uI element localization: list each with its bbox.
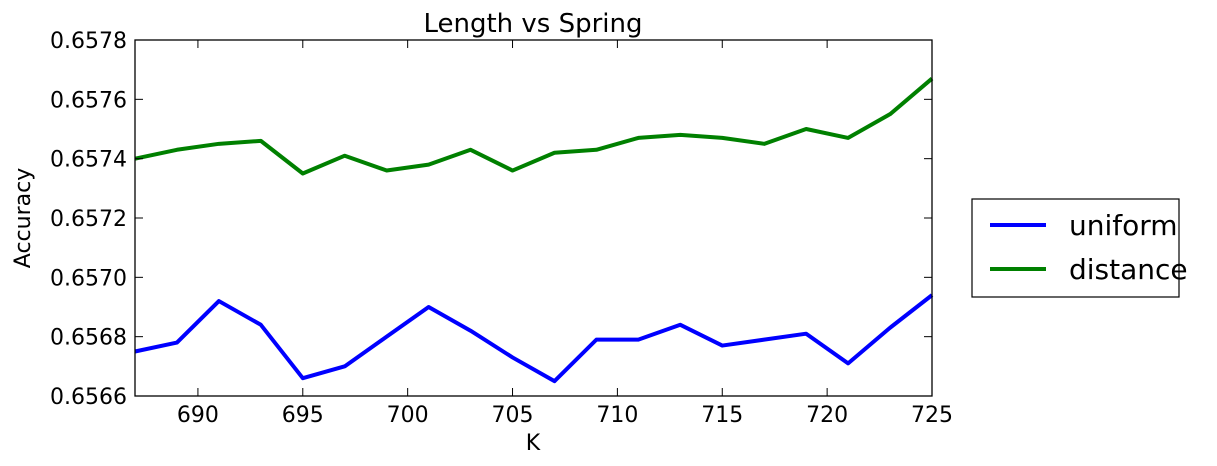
y-axis: 0.6566 0.6568 0.6570 0.6572 0.6574 0.6576 0.65… xyxy=(50,29,932,410)
x-axis-label: K xyxy=(526,431,541,456)
x-tick-label: 705 xyxy=(492,403,534,428)
plot-frame xyxy=(134,39,933,397)
series-layer xyxy=(134,77,934,384)
y-tick-label: 0.6578 xyxy=(50,29,127,54)
legend-frame xyxy=(971,198,1180,298)
x-tick-label: 715 xyxy=(701,403,743,428)
x-tick-label: 720 xyxy=(806,403,848,428)
x-tick-label: 710 xyxy=(596,403,638,428)
chart-title: Length vs Spring xyxy=(423,9,642,39)
legend-label-distance: distance xyxy=(1069,253,1188,286)
y-axis-label: Accuracy xyxy=(11,168,36,268)
x-tick-label: 725 xyxy=(911,403,953,428)
x-tick-label: 695 xyxy=(282,403,324,428)
series-line-distance xyxy=(134,77,934,176)
x-axis: 690 695 700 705 710 715 720 725 xyxy=(177,40,953,428)
legend: uniform distance xyxy=(971,198,1188,298)
y-tick-label: 0.6576 xyxy=(50,88,127,113)
y-tick-label: 0.6570 xyxy=(50,266,127,291)
y-tick-label: 0.6572 xyxy=(50,207,127,232)
x-tick-label: 700 xyxy=(387,403,429,428)
x-tick-label: 690 xyxy=(177,403,219,428)
y-tick-label: 0.6566 xyxy=(50,385,127,410)
y-tick-label: 0.6568 xyxy=(50,326,127,351)
y-tick-label: 0.6574 xyxy=(50,148,127,173)
legend-label-uniform: uniform xyxy=(1069,209,1178,242)
series-line-uniform xyxy=(134,293,934,384)
